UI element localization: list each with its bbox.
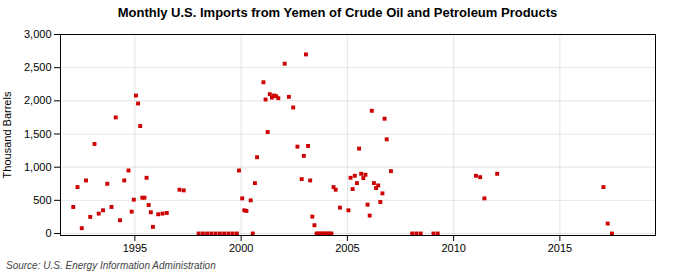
html-text:Source: U.S. Energy Informatio: Source: U.S. Energy Information Administ… (6, 260, 216, 271)
svg-text:2,500: 2,500 (24, 61, 52, 73)
svg-text:500: 500 (33, 194, 51, 206)
svg-text:2005: 2005 (335, 242, 359, 254)
svg-text:2,000: 2,000 (24, 94, 52, 106)
svg-text:1995: 1995 (123, 242, 147, 254)
html-text:Monthly U.S. Imports from Yeme: Monthly U.S. Imports from Yemen of Crude… (117, 5, 558, 20)
svg-text:2010: 2010 (441, 242, 465, 254)
svg-text:0: 0 (45, 227, 51, 239)
svg-text:3,000: 3,000 (24, 28, 52, 40)
svg-text:2000: 2000 (229, 242, 253, 254)
svg-text:2015: 2015 (548, 242, 572, 254)
svg-text:Thousand Barrels: Thousand Barrels (1, 91, 13, 178)
svg-text:1,000: 1,000 (24, 161, 52, 173)
svg-text:1,500: 1,500 (24, 128, 52, 140)
